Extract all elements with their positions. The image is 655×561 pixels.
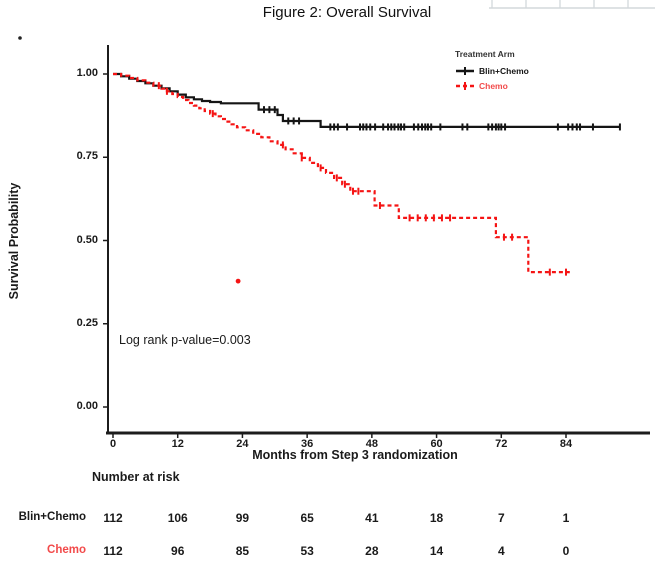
y-tick-label: 0.75: [76, 150, 98, 163]
y-tick-label: 0.00: [76, 400, 98, 412]
risk-count: 18: [429, 511, 444, 525]
risk-table-header: Number at risk: [92, 470, 180, 484]
x-tick-label: 72: [495, 438, 508, 450]
log-rank-annotation: Log rank p-value=0.003: [119, 333, 251, 347]
risk-count: 14: [429, 544, 444, 558]
legend-items: Blin+Chemo Chemo: [455, 63, 529, 93]
risk-count: 4: [497, 544, 505, 558]
risk-count: 1: [562, 511, 570, 525]
risk-count: 99: [235, 511, 250, 525]
y-axis-label: Survival Probability: [7, 182, 21, 300]
risk-row-label: Chemo: [47, 544, 86, 556]
legend-item-chemo: Chemo: [455, 78, 529, 93]
risk-count: 28: [365, 544, 379, 558]
legend-key-line-icon: [456, 81, 474, 90]
risk-count: 65: [300, 511, 314, 525]
x-tick-label: 12: [171, 438, 184, 450]
legend-item-blin-chemo: Blin+Chemo: [455, 63, 529, 78]
risk-count: 96: [171, 544, 185, 558]
legend-label: Chemo: [479, 80, 508, 91]
stray-dot-artifact: [18, 36, 22, 40]
risk-row-label: Blin+Chemo: [18, 511, 86, 523]
risk-count: 85: [235, 544, 250, 558]
y-tick-label: 0.50: [76, 233, 98, 246]
stray-red-point: [235, 278, 241, 284]
x-tick-label: 36: [301, 438, 314, 450]
legend: Treatment Arm Blin+Chemo Chemo: [455, 49, 529, 93]
legend-key-line-icon: [456, 66, 474, 75]
km-curve-chemo: [113, 72, 570, 274]
x-tick-label: 60: [430, 438, 443, 450]
x-axis-label: Months from Step 3 randomization: [252, 448, 458, 462]
figure-title: Figure 2: Overall Survival: [262, 4, 432, 21]
x-tick-label: 48: [365, 438, 378, 450]
risk-count: 7: [497, 511, 505, 525]
risk-count: 41: [365, 511, 379, 525]
risk-count: 112: [103, 544, 123, 558]
y-tick-label: 1.00: [76, 67, 98, 79]
risk-count: 106: [167, 511, 188, 525]
legend-label: Blin+Chemo: [479, 65, 529, 76]
y-tick-label: 0.25: [76, 316, 98, 329]
x-tick-label: 0: [109, 438, 117, 450]
risk-count: 53: [300, 544, 314, 558]
x-tick-label: 84: [559, 438, 573, 450]
risk-count: 112: [103, 511, 123, 525]
x-tick-label: 24: [236, 438, 249, 450]
risk-count: 0: [562, 544, 570, 558]
legend-title: Treatment Arm: [455, 49, 515, 59]
